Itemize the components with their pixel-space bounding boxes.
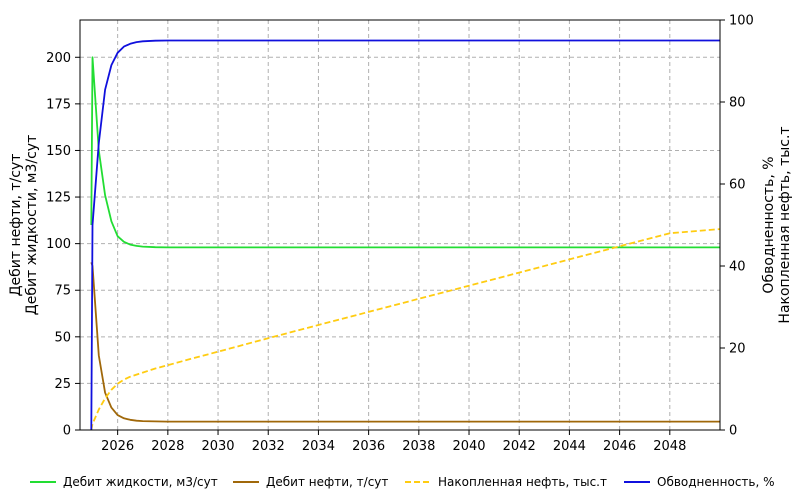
- y-right-tick-label: 40: [729, 260, 746, 275]
- x-tick-label: 2040: [452, 439, 485, 454]
- y-right-tick-label: 80: [729, 96, 746, 111]
- y-left-axis-label-line-1: Дебит нефти, т/сут: [8, 154, 24, 297]
- x-tick-label: 2042: [503, 439, 536, 454]
- series-line-2: [90, 228, 721, 431]
- y-left-tick-label: 175: [46, 97, 71, 112]
- y-right-axis-label-line-2: Накопленная нефть, тыс.т: [777, 126, 793, 323]
- series-line-0: [90, 56, 720, 249]
- legend-label-1: Дебит нефти, т/сут: [266, 475, 388, 489]
- legend-label-0: Дебит жидкости, м3/сут: [63, 475, 218, 489]
- legend-label-3: Обводненность, %: [657, 475, 775, 489]
- y-left-tick-label: 150: [46, 144, 71, 159]
- x-tick-label: 2028: [151, 439, 184, 454]
- x-tick-label: 2026: [101, 439, 134, 454]
- y-left-tick-label: 200: [46, 51, 71, 66]
- y-left-axis-label-line-2: Дебит жидкости, м3/сут: [24, 135, 40, 315]
- x-tick-label: 2034: [302, 439, 335, 454]
- y-left-tick-label: 50: [54, 330, 71, 345]
- y-right-tick-label: 20: [729, 342, 746, 357]
- plot-frame: [79, 19, 721, 431]
- series-line-1: [90, 262, 720, 423]
- x-tick-label: 2046: [603, 439, 636, 454]
- y-left-tick-label: 100: [46, 237, 71, 252]
- y-right-tick-label: 0: [729, 424, 737, 439]
- x-tick-label: 2044: [553, 439, 586, 454]
- y-left-tick-label: 125: [46, 191, 71, 206]
- y-left-tick-label: 25: [54, 377, 71, 392]
- x-tick-label: 2038: [402, 439, 435, 454]
- y-right-tick-label: 60: [729, 178, 746, 193]
- legend-label-2: Накопленная нефть, тыс.т: [438, 475, 607, 489]
- x-tick-label: 2030: [201, 439, 234, 454]
- x-tick-label: 2032: [252, 439, 285, 454]
- y-left-tick-label: 0: [63, 424, 71, 439]
- x-tick-label: 2036: [352, 439, 385, 454]
- series-line-3: [90, 39, 720, 431]
- y-left-tick-label: 75: [54, 284, 71, 299]
- x-tick-label: 2048: [653, 439, 686, 454]
- y-right-axis-label-line-1: Обводненность, %: [761, 156, 777, 293]
- y-right-tick-label: 100: [729, 14, 754, 29]
